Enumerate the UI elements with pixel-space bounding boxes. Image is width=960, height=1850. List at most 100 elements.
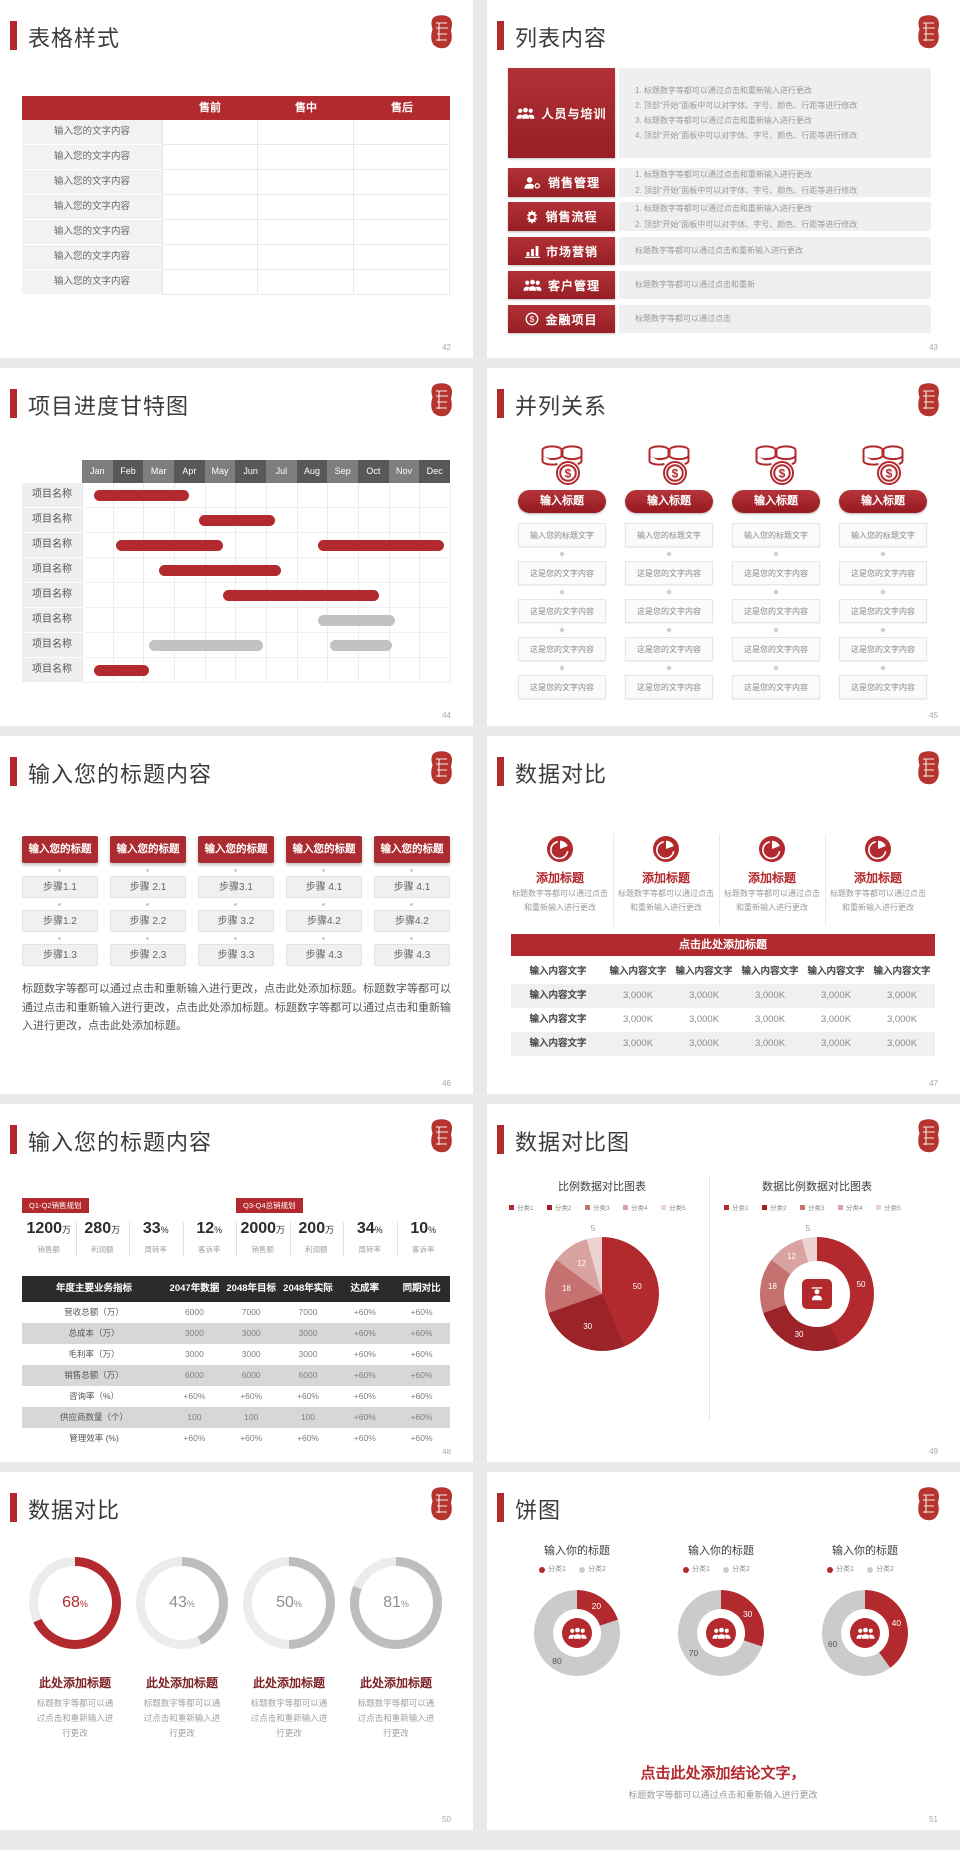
legend-swatch bbox=[800, 1205, 805, 1210]
annual-table-cell: +60% bbox=[353, 1328, 376, 1338]
progress-ring[interactable]: 68% bbox=[29, 1557, 121, 1649]
pie-chart[interactable] bbox=[545, 1237, 659, 1351]
gantt-grid-line bbox=[112, 483, 114, 683]
page-number: 45 bbox=[929, 711, 938, 720]
legend-label: 分类2 bbox=[770, 1205, 787, 1212]
page-number: 47 bbox=[929, 1079, 938, 1088]
stat-unit: % bbox=[374, 1225, 383, 1235]
progress-percent: 50% bbox=[276, 1594, 302, 1611]
stat-unit: % bbox=[428, 1225, 437, 1235]
input-title-button[interactable]: 输入标题 bbox=[839, 490, 927, 513]
slide-51-pie[interactable]: 饼图 51 输入你的标题 分类1 分类2 20 80 输入你的标题 分类1 分类2 30 70 输入… bbox=[487, 1472, 960, 1830]
step-column-header[interactable]: 输入您的标题 bbox=[110, 836, 186, 863]
progress-ring[interactable]: 81% bbox=[350, 1557, 442, 1649]
connector-dot bbox=[666, 551, 672, 557]
list-item-button[interactable]: $ 金融项目 bbox=[508, 305, 615, 333]
list-item-button[interactable]: 销售流程 bbox=[508, 202, 615, 231]
connector-dot bbox=[880, 551, 886, 557]
band-title[interactable]: 点击此处添加标题 bbox=[511, 934, 935, 956]
gantt-row-line bbox=[82, 507, 450, 508]
step-column-header[interactable]: 输入您的标题 bbox=[22, 836, 98, 863]
list-item-button[interactable]: 人员与培训 bbox=[508, 68, 615, 158]
table-cell bbox=[162, 120, 258, 145]
coins-icon: $ bbox=[645, 444, 693, 486]
slide-42-table-style[interactable]: 表格样式 42 售前 售中 售后 输入您的文字内容 输入您的文字内容 输入您的文字内容 输入… bbox=[0, 0, 473, 358]
gantt-bar[interactable] bbox=[318, 540, 444, 551]
progress-ring-hole: 50% bbox=[252, 1566, 326, 1640]
input-title-button[interactable]: 输入标题 bbox=[732, 490, 820, 513]
gantt-bar[interactable] bbox=[330, 640, 392, 651]
connector-dot bbox=[146, 869, 149, 872]
parallel-cell: 这是您的文字内容 bbox=[732, 599, 820, 623]
slice-label: 50 bbox=[632, 1281, 642, 1291]
step-column-header[interactable]: 输入您的标题 bbox=[198, 836, 274, 863]
slide-49-pie-charts[interactable]: 数据对比图 49 比例数据对比图表 分类1 分类2 分类3 分类4 分类5 50 30 18 12… bbox=[487, 1104, 960, 1462]
step-cell: 步骤4.2 bbox=[286, 910, 362, 932]
gantt-row-line bbox=[82, 657, 450, 658]
conclusion-text: 点击此处添加结论文字， bbox=[640, 1765, 806, 1782]
pie-icon bbox=[865, 836, 891, 862]
gantt-bar[interactable] bbox=[149, 640, 263, 651]
progress-ring-hole: 68% bbox=[38, 1566, 112, 1640]
progress-ring[interactable]: 43% bbox=[136, 1557, 228, 1649]
input-title-button[interactable]: 输入标题 bbox=[625, 490, 713, 513]
list-item-button[interactable]: 客户管理 bbox=[508, 271, 615, 299]
gantt-bar[interactable] bbox=[94, 490, 190, 501]
gantt-bar[interactable] bbox=[198, 515, 276, 526]
parallel-cell: 这是您的文字内容 bbox=[518, 675, 606, 699]
annual-header-cell: 2048年实际 bbox=[283, 1283, 333, 1294]
gantt-bar[interactable] bbox=[223, 590, 380, 601]
parallel-cell: 输入您的标题文字 bbox=[732, 523, 820, 547]
progress-ring[interactable]: 50% bbox=[243, 1557, 335, 1649]
list-item-line: 标题数字等都可以通过点击和重新输入进行更改 bbox=[635, 246, 803, 256]
annual-table-cell: 7000 bbox=[241, 1307, 261, 1317]
annual-table-row bbox=[22, 1344, 450, 1365]
slide-44-gantt[interactable]: 项目进度甘特图 44 Jan Feb Mar Apr May Jun Jul Aug Sep Oc… bbox=[0, 368, 473, 726]
step-column-header[interactable]: 输入您的标题 bbox=[286, 836, 362, 863]
legend-swatch bbox=[509, 1205, 514, 1210]
connector-dot bbox=[410, 937, 413, 940]
stat-label: 利润额 bbox=[91, 1245, 114, 1254]
gantt-row-line bbox=[82, 632, 450, 633]
annual-table-cell: 3000 bbox=[184, 1328, 204, 1338]
title-accent-bar bbox=[497, 389, 504, 418]
table-cell bbox=[354, 245, 450, 270]
title-accent-bar bbox=[10, 757, 17, 786]
list-item-button[interactable]: 销售管理 bbox=[508, 168, 615, 197]
annual-table-cell: 6000 bbox=[241, 1370, 261, 1380]
compare-table-cell: 3,000K bbox=[754, 1038, 786, 1049]
step-column-header[interactable]: 输入您的标题 bbox=[374, 836, 450, 863]
conclusion-note: 标题数字等都可以通过点击和重新输入进行更改 bbox=[628, 1790, 818, 1800]
compare-table-cell: 3,000K bbox=[688, 990, 720, 1001]
slide-45-parallel[interactable]: 并列关系 45 $ 输入标题 输入您的标题文字 这是您的文字内容 这是您的文字内容 这是您… bbox=[487, 368, 960, 726]
gantt-bar[interactable] bbox=[115, 540, 224, 551]
parallel-cell: 这是您的文字内容 bbox=[625, 675, 713, 699]
step-cell: 步骤 2.1 bbox=[110, 876, 186, 898]
gantt-row-line bbox=[82, 582, 450, 583]
title-accent-bar bbox=[10, 389, 17, 418]
gantt-bar[interactable] bbox=[94, 665, 150, 676]
annual-table-cell: +60% bbox=[353, 1307, 376, 1317]
slide-46-steps[interactable]: 输入您的标题内容 46 输入您的标题 步骤1.1 步骤1.2 步骤1.3 输入您的标题步… bbox=[0, 736, 473, 1094]
legend-label: 分类4 bbox=[846, 1205, 863, 1212]
slide-50-donut-progress[interactable]: 数据对比 50 68% 此处添加标题 标题数字等都可以通过点击和重新输入进行更改 43… bbox=[0, 1472, 473, 1830]
compare-table-row bbox=[511, 1032, 935, 1056]
gantt-bar[interactable] bbox=[158, 565, 282, 576]
connector-dot bbox=[773, 627, 779, 633]
legend-dot bbox=[579, 1567, 585, 1573]
stat-divider bbox=[129, 1222, 130, 1256]
slide-48-annual-table[interactable]: 输入您的标题内容 48 Q1-Q2销售规划 Q3-Q4总销规划 1200万 销售额 28… bbox=[0, 1104, 473, 1462]
slide-43-list-content[interactable]: 列表内容 43 人员与培训 1. 标题数字等都可以通过点击和重新输入进行更改 2. … bbox=[487, 0, 960, 358]
slide-47-data-compare[interactable]: 数据对比 47 添加标题 标题数字等都可以通过点击和重新输入进行更改 添加标题 标题数… bbox=[487, 736, 960, 1094]
input-title-button[interactable]: 输入标题 bbox=[518, 490, 606, 513]
progress-percent: 81% bbox=[383, 1594, 409, 1611]
column-divider bbox=[824, 834, 826, 926]
stat-unit: 万 bbox=[111, 1225, 121, 1235]
table-cell bbox=[162, 270, 258, 295]
stat-value: 200万 bbox=[298, 1220, 335, 1237]
list-item-button[interactable]: 市场营销 bbox=[508, 237, 615, 265]
table-cell bbox=[162, 170, 258, 195]
title-accent-bar bbox=[497, 1493, 504, 1522]
stat-value: 10% bbox=[410, 1220, 437, 1237]
gantt-bar[interactable] bbox=[318, 615, 395, 626]
